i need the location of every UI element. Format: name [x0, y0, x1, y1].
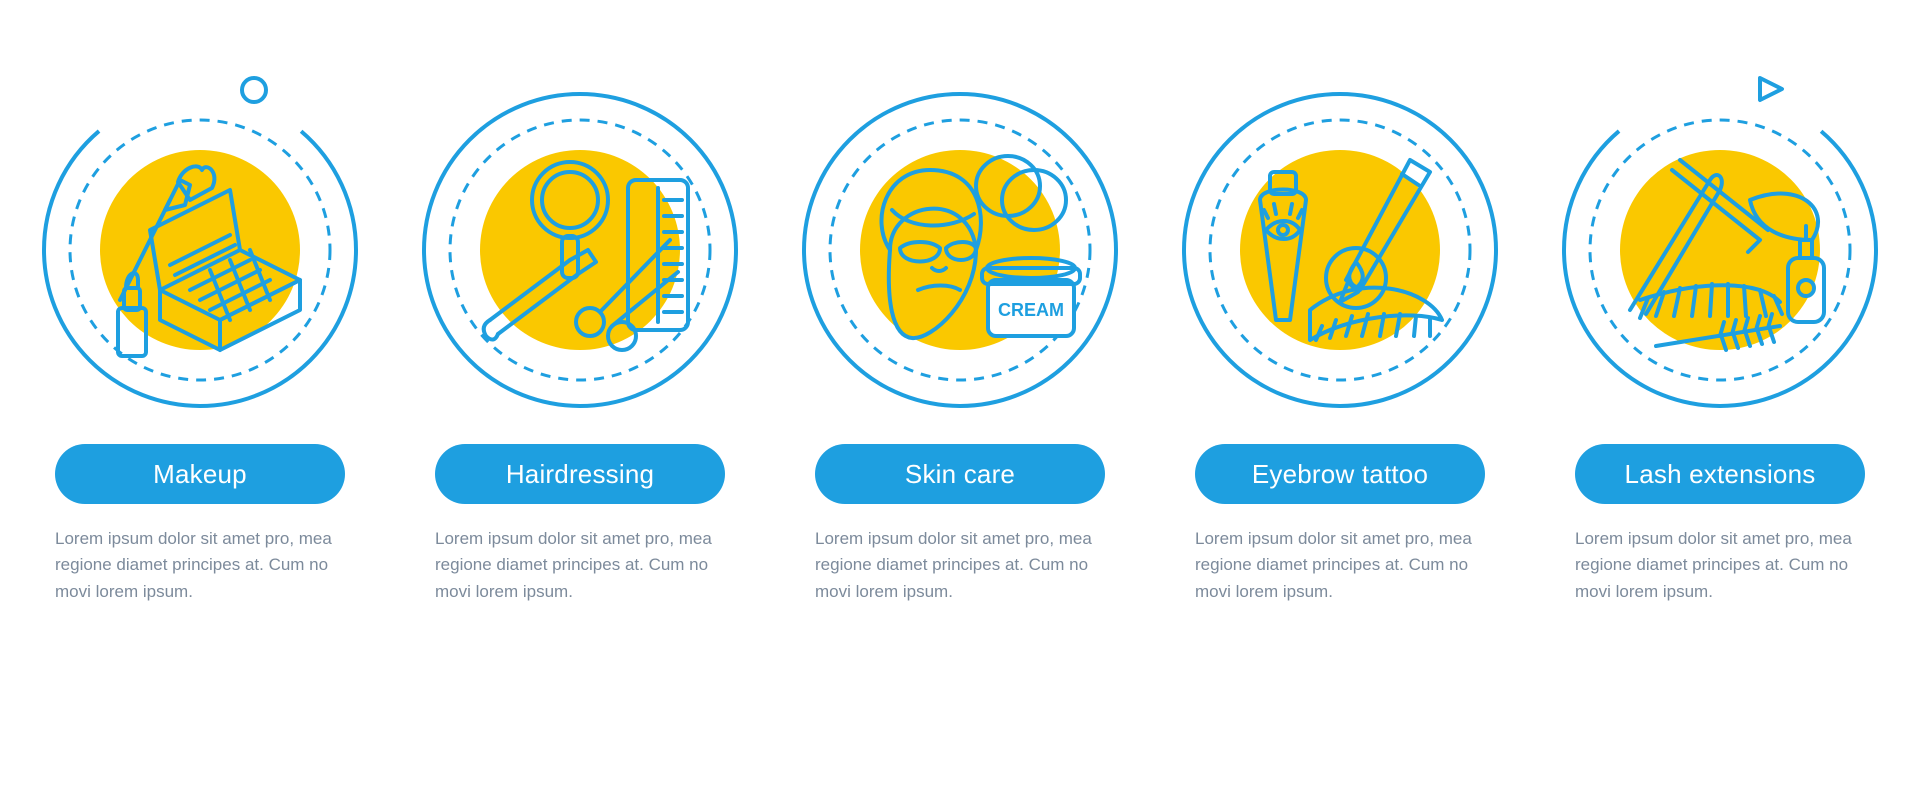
infographic-stage: Makeup Lorem ipsum dolor sit amet pro, m…: [0, 0, 1920, 795]
desc-makeup: Lorem ipsum dolor sit amet pro, mea regi…: [55, 526, 345, 605]
desc-hairdressing: Lorem ipsum dolor sit amet pro, mea regi…: [435, 526, 725, 605]
desc-lash: Lorem ipsum dolor sit amet pro, mea regi…: [1575, 526, 1865, 605]
desc-skincare: Lorem ipsum dolor sit amet pro, mea regi…: [815, 526, 1105, 605]
pill-skincare: Skin care: [815, 444, 1105, 504]
pill-label: Makeup: [153, 459, 247, 490]
infographic-row: Makeup Lorem ipsum dolor sit amet pro, m…: [0, 90, 1920, 605]
col-skincare: CREAM Skin care Lorem ipsum dolor sit am…: [800, 90, 1120, 605]
hairdressing-icon: [420, 90, 740, 410]
pill-label: Hairdressing: [506, 459, 654, 490]
skincare-icon: CREAM: [800, 90, 1120, 410]
ring-skincare: CREAM: [800, 90, 1120, 410]
eyebrow-icon: [1180, 90, 1500, 410]
pill-label: Eyebrow tattoo: [1252, 459, 1428, 490]
ring-lash: [1560, 90, 1880, 410]
pill-hairdressing: Hairdressing: [435, 444, 725, 504]
pill-makeup: Makeup: [55, 444, 345, 504]
svg-text:CREAM: CREAM: [998, 300, 1064, 320]
col-makeup: Makeup Lorem ipsum dolor sit amet pro, m…: [40, 90, 360, 605]
pill-label: Lash extensions: [1625, 459, 1816, 490]
pill-lash: Lash extensions: [1575, 444, 1865, 504]
ring-hairdressing: [420, 90, 740, 410]
col-hairdressing: Hairdressing Lorem ipsum dolor sit amet …: [420, 90, 740, 605]
makeup-icon: [40, 90, 360, 410]
ring-makeup: [40, 90, 360, 410]
col-lash: Lash extensions Lorem ipsum dolor sit am…: [1560, 90, 1880, 605]
col-eyebrow: Eyebrow tattoo Lorem ipsum dolor sit ame…: [1180, 90, 1500, 605]
ring-eyebrow: [1180, 90, 1500, 410]
desc-eyebrow: Lorem ipsum dolor sit amet pro, mea regi…: [1195, 526, 1485, 605]
lash-icon: [1560, 90, 1880, 410]
pill-label: Skin care: [905, 459, 1015, 490]
pill-eyebrow: Eyebrow tattoo: [1195, 444, 1485, 504]
